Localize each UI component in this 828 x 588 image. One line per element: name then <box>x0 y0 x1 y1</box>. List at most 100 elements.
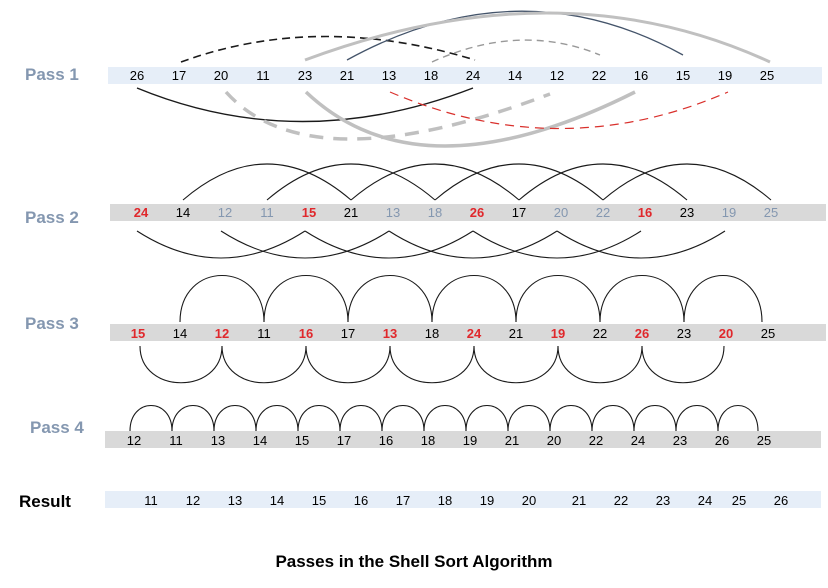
pass-1-arc <box>389 91 729 129</box>
pass-1-arc <box>304 11 771 64</box>
result-label: Result <box>19 492 71 511</box>
pass-2-bottom-arc <box>556 230 726 259</box>
pass-2-value: 19 <box>721 205 737 220</box>
pass-4-arc <box>423 405 467 432</box>
pass-3-value: 22 <box>592 326 608 341</box>
pass-1-value: 13 <box>381 68 397 83</box>
pass-2-value: 21 <box>343 205 359 220</box>
pass-4-value: 12 <box>126 433 142 448</box>
pass-4-value: 23 <box>672 433 688 448</box>
pass-4-arc <box>213 405 257 432</box>
pass-3-value: 18 <box>424 326 440 341</box>
pass-2-top-arc <box>602 163 772 201</box>
pass-2-value: 20 <box>553 205 569 220</box>
pass-4-value: 25 <box>756 433 772 448</box>
result-value: 25 <box>731 493 747 508</box>
pass-1-value: 14 <box>507 68 523 83</box>
pass-4-arc <box>171 405 215 432</box>
pass-4-value: 11 <box>169 433 183 448</box>
pass-3-bottom-arc <box>139 345 223 384</box>
pass-4-arc <box>633 405 677 432</box>
pass-4-value: 20 <box>546 433 562 448</box>
pass-4-arc <box>675 405 719 432</box>
result-value: 11 <box>144 493 158 508</box>
pass-4-value: 21 <box>504 433 520 448</box>
pass-4-arc <box>297 405 341 432</box>
pass-3-bottom-arc <box>641 345 725 384</box>
pass-1-arc <box>180 35 476 63</box>
result-bar <box>105 491 821 508</box>
pass-4-value: 26 <box>714 433 730 448</box>
pass-4-arc <box>129 405 173 432</box>
pass-1-bar <box>108 67 822 84</box>
pass-3-top-arc <box>179 275 265 323</box>
pass-2-bottom-arc <box>136 230 306 259</box>
pass-4-arc <box>591 405 635 432</box>
pass-2-value: 17 <box>511 205 527 220</box>
pass-2-value: 22 <box>595 205 611 220</box>
pass-2-value: 26 <box>469 205 485 220</box>
pass-2-value: 13 <box>385 205 401 220</box>
pass-3-top-arc <box>599 275 685 323</box>
pass-1-arc <box>431 39 601 63</box>
pass-2-value: 23 <box>679 205 695 220</box>
pass-1-value: 21 <box>339 68 355 83</box>
pass-2-value: 18 <box>427 205 443 220</box>
pass-3-value: 21 <box>508 326 524 341</box>
pass-4-bar <box>105 431 821 448</box>
pass-1-value: 23 <box>297 68 313 83</box>
pass-3-value: 11 <box>257 326 271 341</box>
pass-1-label: Pass 1 <box>25 65 79 84</box>
pass-1-arc <box>224 90 551 141</box>
result-value: 13 <box>227 493 243 508</box>
result-value: 22 <box>613 493 629 508</box>
pass-1-value: 24 <box>465 68 481 83</box>
pass-2-value: 25 <box>763 205 779 220</box>
result-value: 17 <box>395 493 411 508</box>
pass-2-bottom-arc <box>304 230 474 259</box>
pass-4-value: 13 <box>210 433 226 448</box>
pass-3-value: 16 <box>298 326 314 341</box>
pass-2-value: 15 <box>301 205 317 220</box>
pass-2-top-arc <box>182 163 352 201</box>
pass-3-value: 13 <box>382 326 398 341</box>
pass-3-top-arc <box>347 275 433 323</box>
pass-1-value: 11 <box>256 68 270 83</box>
pass-1-value: 20 <box>213 68 229 83</box>
result-value: 14 <box>269 493 285 508</box>
pass-3-bottom-arc <box>473 345 559 384</box>
pass-3-bottom-arc <box>221 345 307 384</box>
pass-3-value: 20 <box>718 326 734 341</box>
pass-4-label: Pass 4 <box>30 418 84 437</box>
pass-3-bottom-arc <box>557 345 643 384</box>
pass-4-value: 16 <box>378 433 394 448</box>
pass-3-value: 23 <box>676 326 692 341</box>
pass-1-value: 12 <box>549 68 565 83</box>
pass-3-value: 17 <box>340 326 356 341</box>
pass-2-top-arc <box>434 163 604 201</box>
pass-3-top-arc <box>683 275 763 323</box>
pass-4-arc <box>507 405 551 432</box>
pass-3-top-arc <box>263 275 349 323</box>
pass-4-arc <box>339 405 383 432</box>
result-value: 24 <box>697 493 713 508</box>
result-value: 15 <box>311 493 327 508</box>
pass-2-value: 16 <box>637 205 653 220</box>
pass-1-arc <box>346 10 684 61</box>
pass-4-value: 18 <box>420 433 436 448</box>
pass-2-top-arc <box>518 163 688 201</box>
pass-1-value: 18 <box>423 68 439 83</box>
result-value: 18 <box>437 493 453 508</box>
pass-2-top-arc <box>350 163 520 201</box>
diagram-caption: Passes in the Shell Sort Algorithm <box>275 552 553 571</box>
pass-3-value: 19 <box>550 326 566 341</box>
pass-1-value: 19 <box>717 68 733 83</box>
pass-2-label: Pass 2 <box>25 208 79 227</box>
pass-4-value: 24 <box>630 433 646 448</box>
pass-1-value: 15 <box>675 68 691 83</box>
pass-3-value: 25 <box>760 326 776 341</box>
pass-2-top-arc <box>266 163 436 201</box>
pass-3-bottom-arc <box>305 345 391 384</box>
pass-4-arc <box>255 405 299 432</box>
